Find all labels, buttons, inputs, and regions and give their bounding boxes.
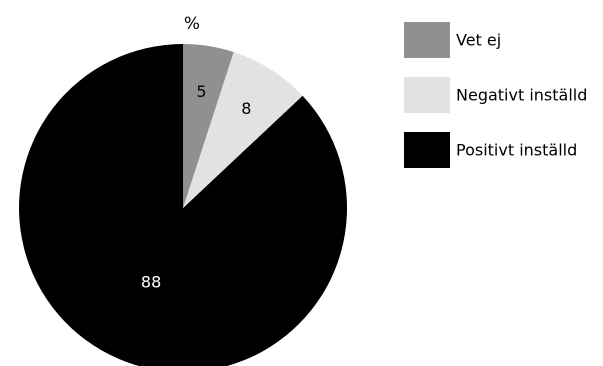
legend-swatch-vet-ej [404,22,450,58]
pie-slice-label-positivt-installd: 88 [141,272,161,291]
legend: Vet ej Negativt inställd Positivt inställd [404,22,587,168]
pie-slice-negativt-installd [183,52,303,208]
pie-slice-positivt-installd [19,44,347,366]
pie-slice-vet-ej [183,44,234,208]
legend-label-negativt-installd: Negativt inställd [456,86,587,105]
legend-swatch-negativt-installd [404,77,450,113]
pie-slice-label-negativt-installd: 8 [241,99,251,118]
legend-label-vet-ej: Vet ej [456,31,501,50]
unit-label: % [184,14,200,34]
pie-slices [19,44,347,366]
legend-label-positivt-installd: Positivt inställd [456,141,577,160]
legend-swatch-positivt-installd [404,132,450,168]
pie-slice-label-vet-ej: 5 [196,82,206,101]
